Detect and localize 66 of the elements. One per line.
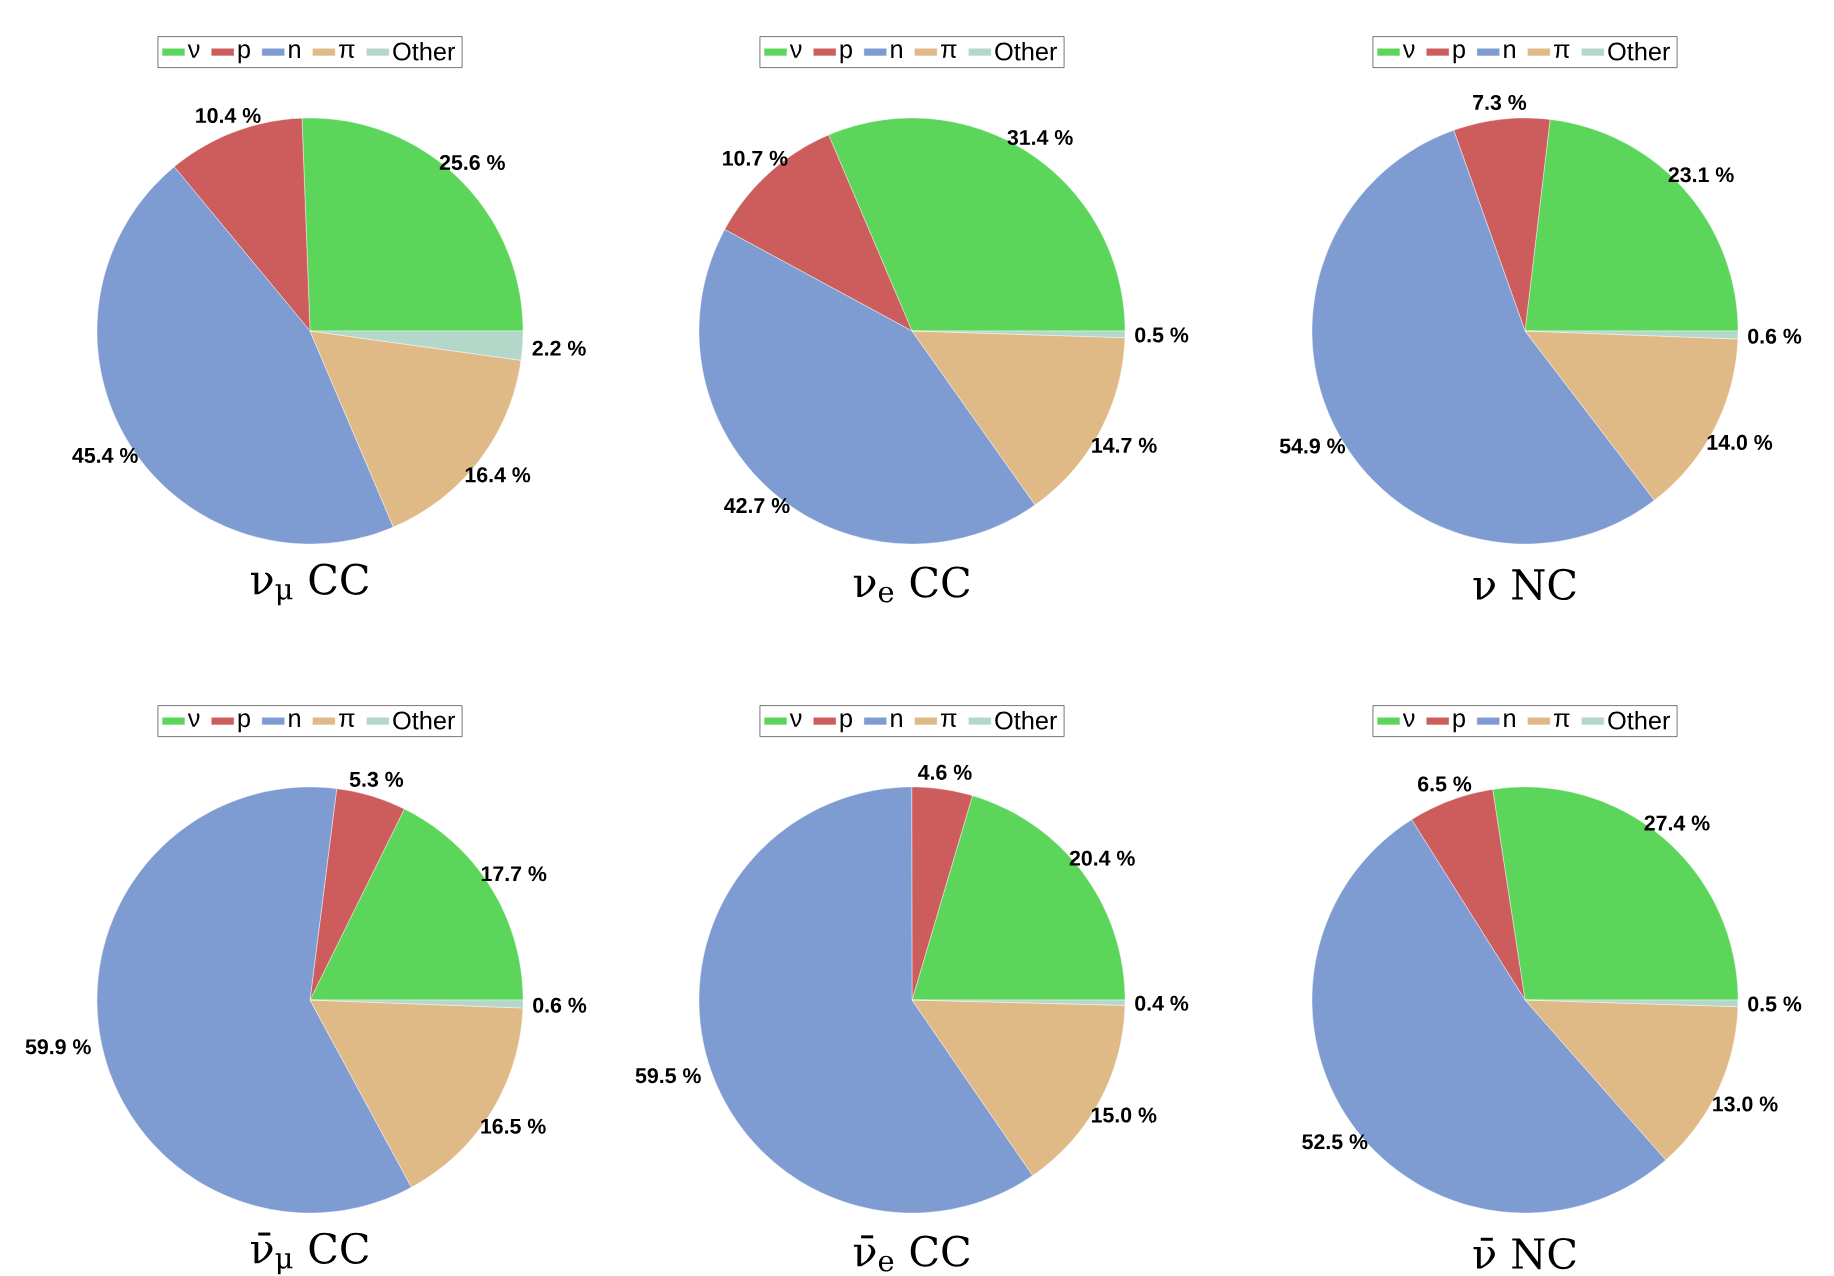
data-label: 6.5 % [1418,776,1472,792]
data-label: 15.0 % [1091,1107,1157,1123]
legend-label: π [339,713,355,728]
legend-label: ν [1402,44,1415,58]
data-label: 27.4 % [1644,815,1710,831]
legend-label: n [289,713,300,727]
legend-label: ν [187,44,200,58]
data-label: 13.0 % [1713,1096,1778,1112]
legend-label: ν [789,713,802,727]
text: ν$_{μ}$ CC [251,563,369,606]
data-label: 7.3 % [1473,94,1527,111]
legend-label: p [238,713,250,733]
text: ν̄$_{μ}$ CC [251,1232,369,1275]
legend-label: p [840,44,852,64]
legend-label: Other [1608,710,1670,730]
legend-label: n [891,44,902,58]
legend-label: n [1504,44,1515,58]
data-label: 0.5 % [1748,996,1802,1012]
legend-label: Other [995,710,1057,730]
data-label: 0.4 % [1135,995,1189,1011]
text: ν̄ NC [1473,1237,1576,1270]
data-label: 17.7 % [481,866,547,882]
data-label: 31.4 % [1007,129,1073,146]
legend-label: ν [187,713,200,727]
legend-label: n [891,713,902,727]
text: ν NC [1473,568,1576,601]
data-label: 42.7 % [724,498,790,514]
legend-label: π [941,44,957,59]
legend-label: ν [1402,713,1415,727]
legend-label: n [1504,713,1515,727]
data-label: 0.6 % [533,997,587,1013]
data-label: 54.9 % [1279,438,1346,454]
data-label: 14.7 % [1092,437,1157,453]
data-label: 52.5 % [1302,1134,1368,1150]
data-label: 23.1 % [1668,167,1734,183]
legend-label: π [1554,44,1570,59]
legend-label: Other [393,41,455,61]
legend-label: Other [1608,41,1670,61]
data-label: 14.0 % [1707,434,1773,450]
data-label: 2.2 % [532,340,586,356]
data-label: 25.6 % [439,154,505,171]
data-label: 16.5 % [481,1118,546,1134]
legend-label: p [1453,44,1465,64]
data-label: 5.3 % [349,771,404,787]
data-label: 16.4 % [465,467,531,483]
legend-label: p [840,713,852,733]
data-label: 59.9 % [25,1039,91,1055]
legend-label: ν [789,44,802,58]
data-label: 0.6 % [1748,328,1802,344]
legend-label: Other [995,41,1057,61]
data-label: 20.4 % [1069,850,1135,866]
legend-label: Other [393,710,455,730]
data-label: 10.7 % [723,150,788,166]
data-label: 59.5 % [635,1068,701,1084]
legend-label: p [1453,713,1465,733]
data-label: 45.4 % [72,447,138,464]
data-label: 0.5 % [1135,327,1189,343]
legend-label: p [238,44,250,64]
text: ν$_{e}$ CC [853,566,970,603]
data-label: 4.6 % [918,764,972,780]
legend-label: π [941,713,957,728]
text: ν̄$_{e}$ CC [853,1235,970,1272]
legend-label: π [339,44,355,59]
data-label: 10.4 % [196,107,261,124]
legend-label: n [289,44,300,58]
legend-label: π [1554,713,1570,728]
